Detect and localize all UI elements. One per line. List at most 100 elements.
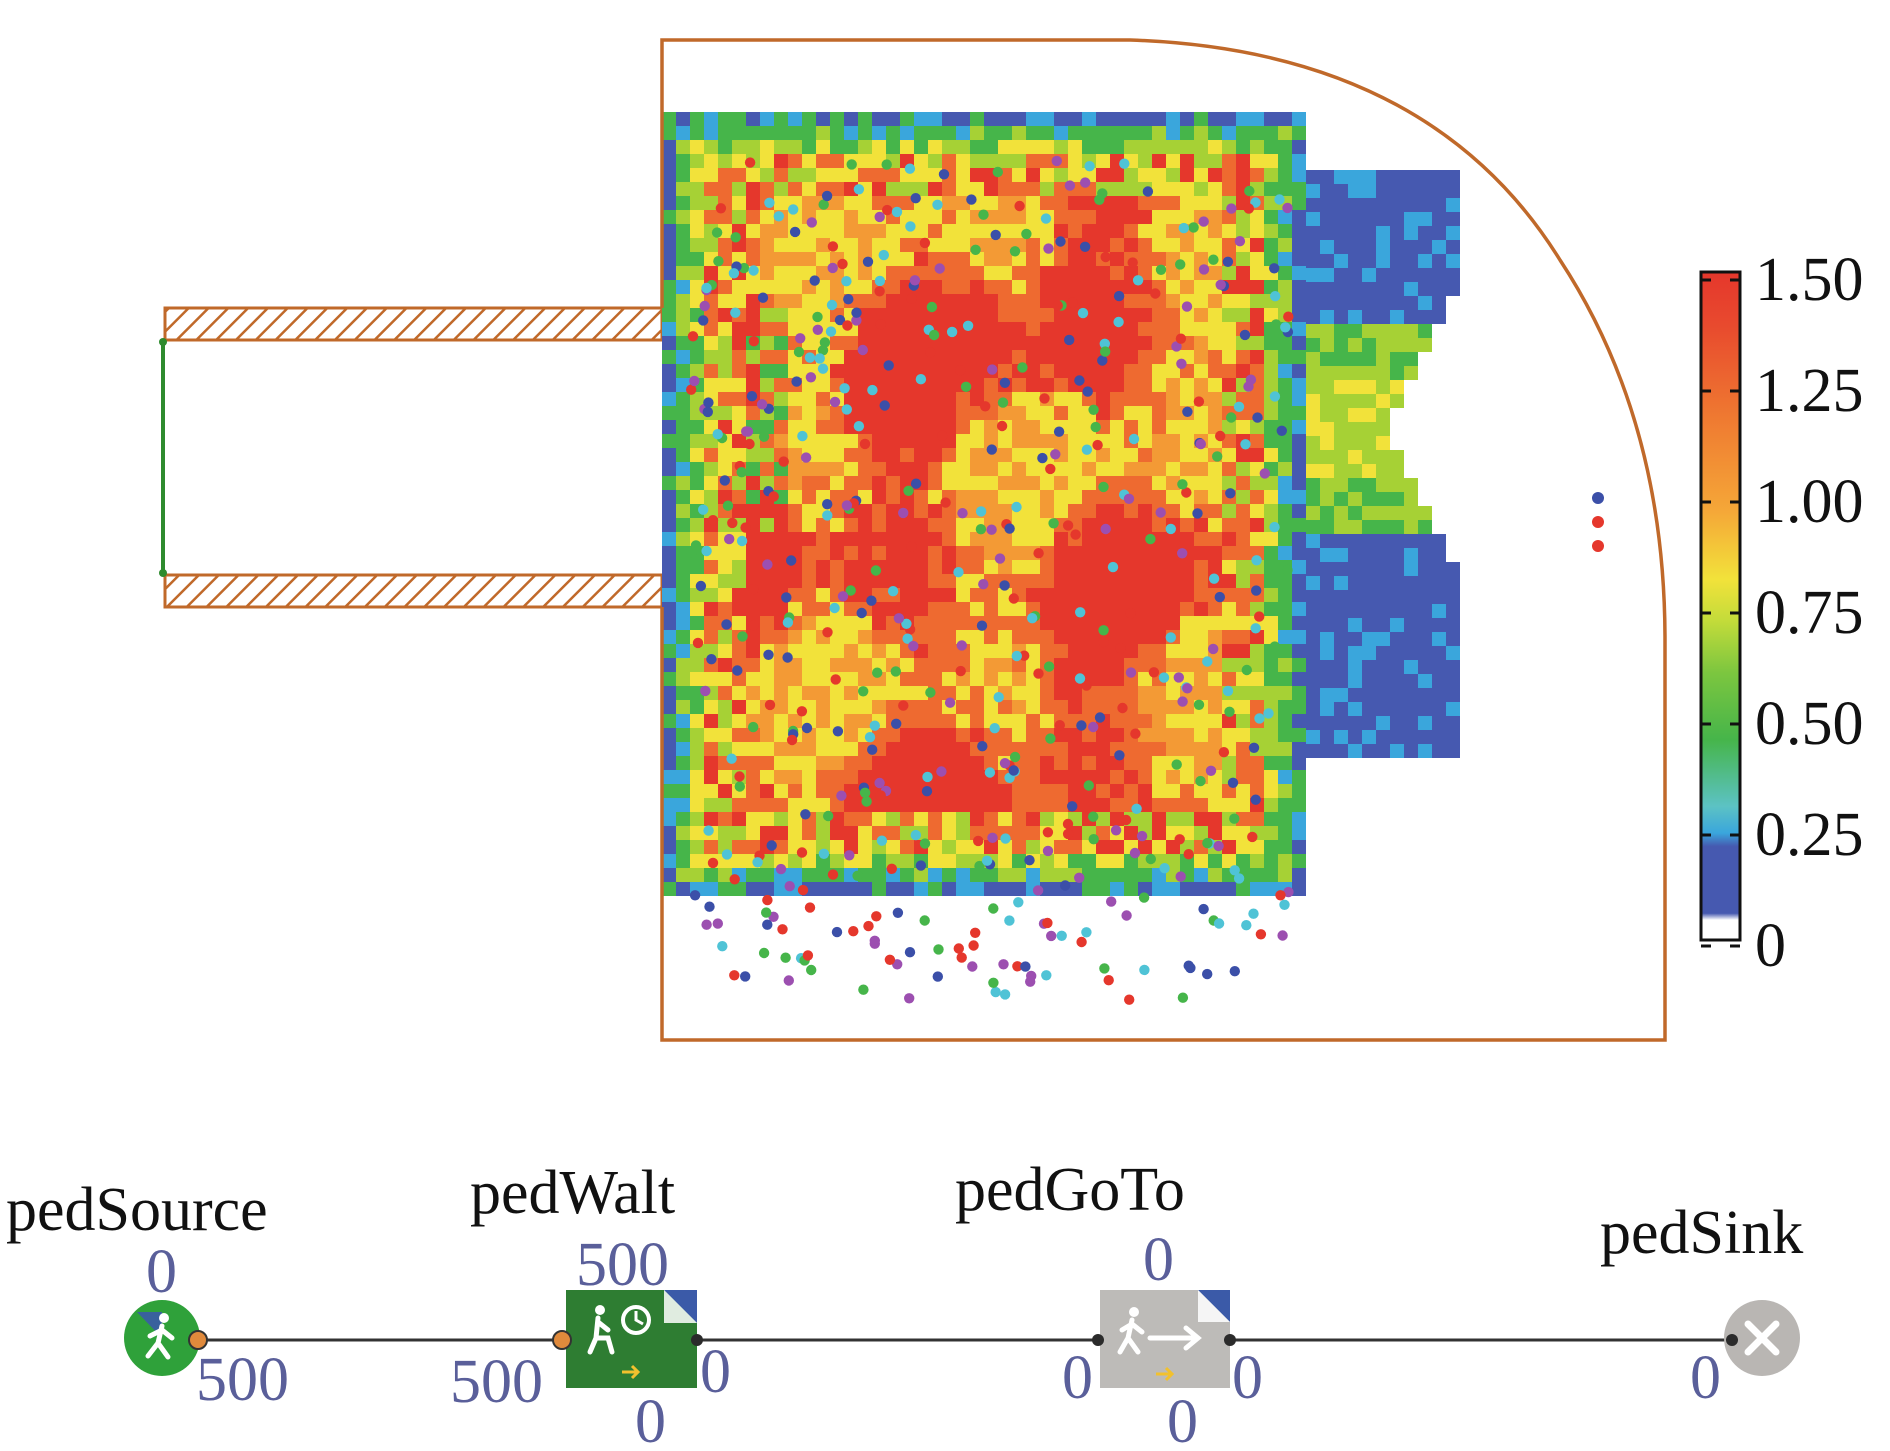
pedestrian-dot <box>752 857 763 868</box>
heatmap-cell <box>872 462 886 476</box>
heatmap-cell <box>900 714 914 728</box>
heatmap-cell <box>844 812 858 826</box>
density-legend: 1.50 1.25 1.00 0.75 0.50 0.25 0 <box>1699 246 1864 980</box>
pedestrian-dot <box>796 847 808 858</box>
pedestrian-dot <box>925 347 936 358</box>
pedestrian-dot <box>844 850 855 861</box>
heatmap-cell <box>1026 364 1040 378</box>
pedestrian-dot <box>919 838 931 849</box>
pedestrian-dot <box>1176 358 1187 369</box>
heatmap-cell <box>1306 394 1320 408</box>
heatmap-cell <box>1096 504 1110 518</box>
output-port[interactable] <box>1224 1334 1236 1346</box>
heatmap-cell <box>1180 210 1194 224</box>
heatmap-cell <box>900 462 914 476</box>
heatmap-cell <box>1124 882 1138 896</box>
heatmap-cell <box>718 826 732 840</box>
heatmap-cell <box>984 182 998 196</box>
heatmap-cell <box>1054 364 1068 378</box>
heatmap-cell <box>956 882 970 896</box>
heatmap-cell <box>1124 112 1138 126</box>
heatmap-cell <box>1180 756 1194 770</box>
heatmap-cell <box>1334 618 1348 632</box>
heatmap-cell <box>1404 366 1418 380</box>
heatmap-cell <box>1194 812 1208 826</box>
pedestrian-dot <box>864 732 876 743</box>
heatmap-cell <box>1222 854 1236 868</box>
pedestrian-dot <box>906 541 917 552</box>
heatmap-cell <box>1166 462 1180 476</box>
pedestrian-dot <box>953 567 964 578</box>
pedestrian-dot <box>1103 975 1114 986</box>
heatmap-cell <box>1320 506 1334 520</box>
heatmap-cell <box>1390 450 1404 464</box>
heatmap-cell <box>1292 826 1306 840</box>
heatmap-cell <box>802 826 816 840</box>
pedestrian-dot <box>876 835 888 846</box>
pedestrian-dot <box>827 262 838 274</box>
heatmap-cell <box>1348 702 1362 716</box>
heatmap-cell <box>1390 366 1404 380</box>
input-port[interactable] <box>1726 1334 1738 1346</box>
heatmap-cell <box>1432 310 1446 324</box>
output-port[interactable] <box>691 1334 703 1346</box>
heatmap-cell <box>1124 518 1138 532</box>
pedestrian-dot <box>1088 834 1099 845</box>
pedestrian-dot <box>999 989 1011 1000</box>
ped-wait-block[interactable]: pedWalt 500 500 0 0 <box>450 1159 731 1451</box>
heatmap-cell <box>690 476 704 490</box>
pedestrian-dot <box>1225 488 1236 499</box>
heatmap-cell <box>1152 308 1166 322</box>
heatmap-cell <box>1012 336 1026 350</box>
heatmap-cell <box>1250 280 1264 294</box>
heatmap-cell <box>1110 882 1124 896</box>
heatmap-cell <box>900 434 914 448</box>
heatmap-cell <box>1222 140 1236 154</box>
heatmap-cell <box>858 826 872 840</box>
pedestrian-dot <box>711 227 723 238</box>
heatmap-cell <box>1068 700 1082 714</box>
heatmap-cell <box>1054 210 1068 224</box>
input-port[interactable] <box>1092 1334 1104 1346</box>
heatmap-cell <box>928 546 942 560</box>
heatmap-cell <box>1264 224 1278 238</box>
heatmap-cell <box>1446 170 1460 184</box>
heatmap-cell <box>1432 590 1446 604</box>
heatmap-cell <box>690 742 704 756</box>
heatmap-cell <box>956 770 970 784</box>
heatmap-cell <box>928 378 942 392</box>
ped-goto-block[interactable]: pedGoTo 0 0 0 0 <box>955 1156 1263 1451</box>
heatmap-cell <box>1348 534 1362 548</box>
heatmap-cell <box>1446 254 1460 268</box>
pedestrian-dot <box>817 345 829 356</box>
input-port[interactable] <box>552 1330 572 1350</box>
heatmap-cell <box>1054 252 1068 266</box>
heatmap-cell <box>872 532 886 546</box>
pedestrian-dot <box>869 720 880 731</box>
heatmap-cell <box>760 532 774 546</box>
heatmap-cell <box>1124 392 1138 406</box>
heatmap-cell <box>1180 126 1194 140</box>
heatmap-cell <box>1306 660 1320 674</box>
heatmap-cell <box>1138 392 1152 406</box>
heatmap-cell <box>1068 252 1082 266</box>
heatmap-cell <box>1236 154 1250 168</box>
heatmap-cell <box>900 770 914 784</box>
heatmap-cell <box>1306 730 1320 744</box>
pedestrian-dot <box>970 244 981 255</box>
heatmap-cell <box>928 826 942 840</box>
heatmap-cell <box>984 812 998 826</box>
output-port[interactable] <box>188 1330 208 1350</box>
pedestrian-dot <box>981 855 993 866</box>
heatmap-cell <box>1166 588 1180 602</box>
heatmap-cell <box>1152 812 1166 826</box>
heatmap-cell <box>1222 630 1236 644</box>
heatmap-cell <box>1166 322 1180 336</box>
heatmap-cell <box>1096 546 1110 560</box>
heatmap-cell <box>1012 812 1026 826</box>
pedestrian-dot <box>1277 930 1288 941</box>
heatmap-cell <box>858 112 872 126</box>
ped-sink-block[interactable]: pedSink 0 <box>1600 1199 1803 1412</box>
ped-source-block[interactable]: pedSource 0 500 <box>6 1176 289 1414</box>
heatmap-cell <box>872 350 886 364</box>
